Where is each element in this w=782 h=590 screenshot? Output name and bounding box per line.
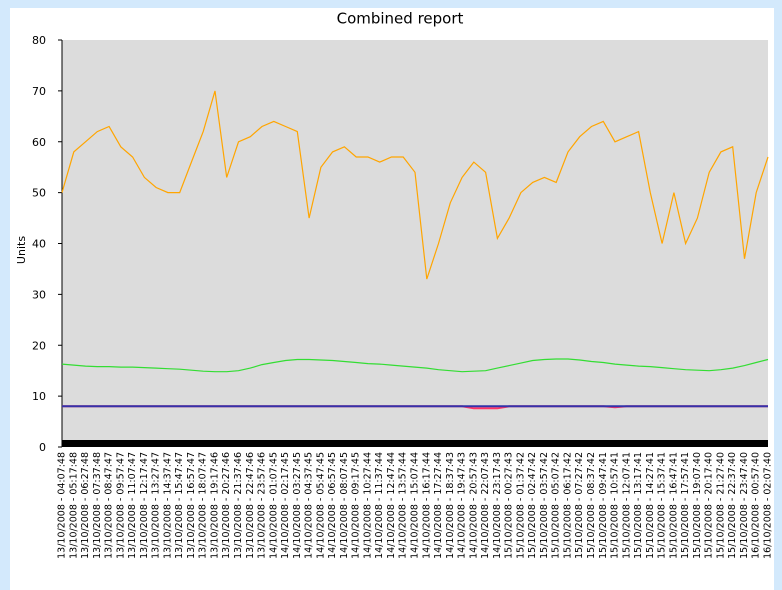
- y-tick-label: 80: [32, 34, 46, 47]
- x-tick-label: 13/10/2008 - 14:37:47: [162, 452, 173, 559]
- y-tick-label: 50: [32, 187, 46, 200]
- x-tick-label: 13/10/2008 - 07:37:48: [92, 452, 103, 559]
- x-tick-label: 15/10/2008 - 06:17:42: [562, 452, 573, 559]
- x-tick-label: 13/10/2008 - 15:47:47: [174, 452, 185, 559]
- x-tick-label: 14/10/2008 - 02:17:45: [280, 452, 291, 559]
- y-axis-label: Units: [15, 236, 28, 264]
- x-tick-label: 15/10/2008 - 14:27:41: [645, 452, 656, 559]
- x-tick-label: 13/10/2008 - 20:27:46: [221, 452, 232, 559]
- x-tick-label: 14/10/2008 - 05:47:45: [315, 452, 326, 559]
- x-tick-label: 14/10/2008 - 12:47:44: [386, 452, 397, 559]
- x-tick-label: 15/10/2008 - 21:27:40: [715, 452, 726, 559]
- x-tick-label: 13/10/2008 - 16:57:47: [186, 452, 197, 559]
- x-tick-label: 13/10/2008 - 13:27:47: [151, 452, 162, 559]
- x-tick-label: 14/10/2008 - 20:57:43: [468, 452, 479, 559]
- x-tick-label: 13/10/2008 - 11:07:47: [127, 452, 138, 559]
- x-tick-label: 14/10/2008 - 01:07:45: [268, 452, 279, 559]
- x-tick-label: 15/10/2008 - 07:27:42: [574, 452, 585, 559]
- plot-area: [62, 40, 768, 447]
- x-tick-label: 13/10/2008 - 18:07:47: [198, 452, 209, 559]
- y-tick-label: 0: [39, 441, 46, 454]
- y-tick-label: 70: [32, 85, 46, 98]
- x-tick-label: 14/10/2008 - 09:17:45: [351, 452, 362, 559]
- x-tick-label: 13/10/2008 - 08:47:47: [104, 452, 115, 559]
- x-tick-label: 14/10/2008 - 03:27:45: [292, 452, 303, 559]
- x-tick-label: 14/10/2008 - 18:37:43: [445, 452, 456, 559]
- x-tick-label: 14/10/2008 - 23:17:43: [492, 452, 503, 559]
- x-tick-label: 13/10/2008 - 23:57:46: [257, 452, 268, 559]
- y-tick-label: 20: [32, 339, 46, 352]
- x-tick-label: 13/10/2008 - 12:17:47: [139, 452, 150, 559]
- x-tick-label: 15/10/2008 - 19:07:40: [692, 452, 703, 559]
- x-tick-label: 15/10/2008 - 13:17:41: [633, 452, 644, 559]
- y-tick-label: 60: [32, 136, 46, 149]
- x-tick-label: 15/10/2008 - 10:57:41: [610, 452, 621, 559]
- x-tick-label: 14/10/2008 - 11:37:44: [374, 452, 385, 559]
- series-line: [61, 358, 769, 373]
- x-tick-label: 15/10/2008 - 05:07:42: [551, 452, 562, 559]
- x-tick-label: 15/10/2008 - 01:37:42: [515, 452, 526, 559]
- x-tick-label: 15/10/2008 - 16:47:41: [668, 452, 679, 559]
- x-tick-label: 13/10/2008 - 09:57:47: [115, 452, 126, 559]
- x-tick-label: 15/10/2008 - 17:57:41: [680, 452, 691, 559]
- x-tick-label: 15/10/2008 - 08:37:42: [586, 452, 597, 559]
- x-tick-label: 14/10/2008 - 08:07:45: [339, 452, 350, 559]
- x-tick-label: 13/10/2008 - 21:37:46: [233, 452, 244, 559]
- x-tick-label: 13/10/2008 - 04:07:48: [57, 452, 68, 559]
- x-tick-label: 14/10/2008 - 04:37:45: [304, 452, 315, 559]
- x-tick-label: 15/10/2008 - 22:37:40: [727, 452, 738, 559]
- chart-title: Combined report: [337, 10, 464, 28]
- x-tick-label: 14/10/2008 - 22:07:43: [480, 452, 491, 559]
- x-tick-label: 14/10/2008 - 17:27:44: [433, 452, 444, 559]
- x-tick-label: 15/10/2008 - 02:47:42: [527, 452, 538, 559]
- y-tick-label: 30: [32, 288, 46, 301]
- x-tick-label: 16/10/2008 - 00:57:40: [751, 452, 762, 559]
- x-tick-label: 14/10/2008 - 10:27:44: [362, 452, 373, 559]
- x-tick-label: 14/10/2008 - 06:57:45: [327, 452, 338, 559]
- x-tick-label: 15/10/2008 - 09:47:41: [598, 452, 609, 559]
- x-tick-label: 13/10/2008 - 06:27:48: [80, 452, 91, 559]
- x-tick-label: 14/10/2008 - 15:07:44: [410, 452, 421, 559]
- x-tick-label: 16/10/2008 - 02:07:40: [763, 452, 774, 559]
- x-tick-label: 15/10/2008 - 00:27:43: [504, 452, 515, 559]
- series-line: [61, 90, 769, 280]
- x-tick-label: 13/10/2008 - 19:17:46: [209, 452, 220, 559]
- x-tick-label: 15/10/2008 - 20:17:40: [704, 452, 715, 559]
- y-tick-label: 40: [32, 238, 46, 251]
- x-tick-band: [62, 440, 768, 447]
- x-tick-label: 15/10/2008 - 12:07:41: [621, 452, 632, 559]
- x-tick-label: 14/10/2008 - 13:57:44: [398, 452, 409, 559]
- x-tick-label: 13/10/2008 - 22:47:46: [245, 452, 256, 559]
- x-tick-label: 13/10/2008 - 05:17:48: [68, 452, 79, 559]
- x-tick-label: 15/10/2008 - 15:37:41: [657, 452, 668, 559]
- x-tick-label: 14/10/2008 - 16:17:44: [421, 452, 432, 559]
- x-tick-label: 15/10/2008 - 03:57:42: [539, 452, 550, 559]
- x-tick-label: 15/10/2008 - 23:47:40: [739, 452, 750, 559]
- x-tick-label: 14/10/2008 - 19:47:43: [457, 452, 468, 559]
- y-tick-label: 10: [32, 390, 46, 403]
